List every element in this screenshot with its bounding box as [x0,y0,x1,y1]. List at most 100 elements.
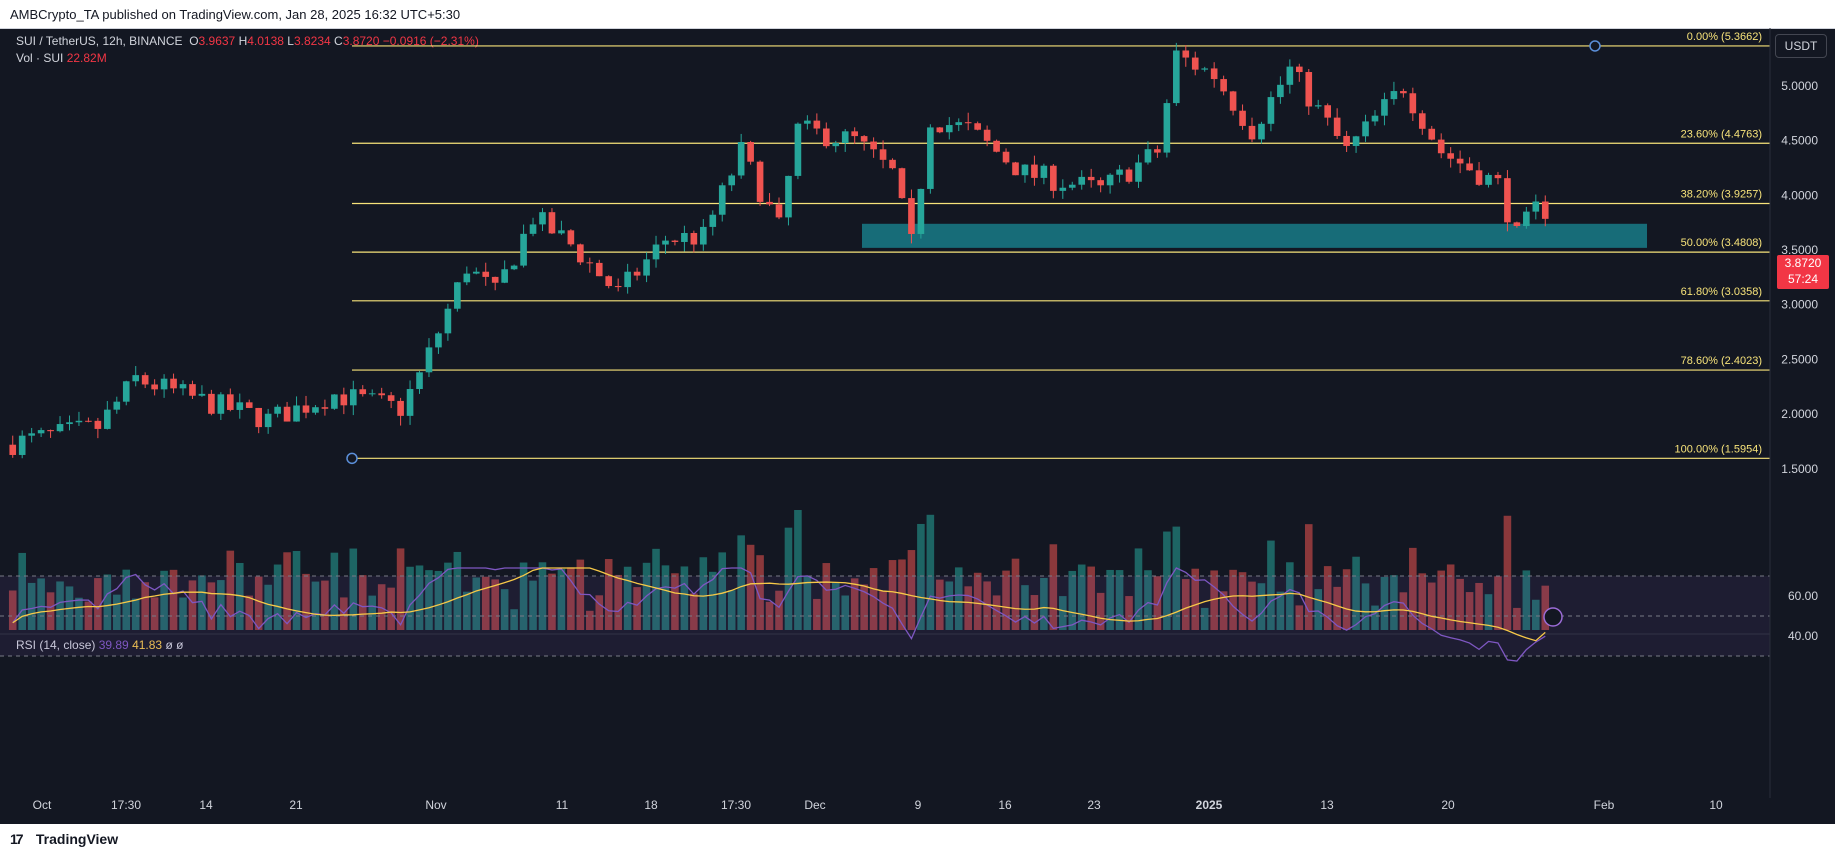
volume-bar [936,579,944,630]
candle-body [1154,149,1161,153]
volume-bar [1276,591,1285,630]
candle-body [208,393,215,414]
candle-body [1182,50,1190,58]
symbol-name[interactable]: SUI / TetherUS, 12h, BINANCE [16,34,183,48]
candle-body [775,204,783,218]
volume-bar [1182,579,1190,630]
volume-bar [727,590,736,630]
candle-body [482,271,490,277]
candle-body [1135,162,1142,182]
volume-bar [207,582,216,630]
candle-body [993,140,1000,152]
volume-bar [775,590,783,630]
volume-bar [387,587,395,630]
publisher-bar: AMBCrypto_TA published on TradingView.co… [0,0,1835,29]
candle-body [312,407,319,413]
candle-body [444,308,452,334]
volume-bar [1115,570,1124,630]
candle-body [1220,79,1227,92]
volume-bar [784,527,793,630]
volume-bar [150,597,159,630]
volume-bar [633,587,641,630]
candle-body [1106,174,1114,186]
fib-anchor-handle [346,452,358,465]
volume-bar [604,559,613,630]
volume-bar [567,567,575,630]
tradingview-logo[interactable]: 17 TradingView [10,831,118,847]
candle-body [179,384,187,389]
candle-body [170,378,177,389]
candle-body [1333,117,1341,136]
volume-bar [179,597,187,630]
volume-bar [160,570,168,630]
volume-bar [75,597,83,630]
time-tick-label: 17:30 [721,798,751,812]
candle-body [245,402,253,408]
candle-body [936,127,944,133]
volume-bar [444,562,452,630]
candle-body [983,129,991,141]
currency-button[interactable]: USDT [1775,34,1827,58]
volume-bar [188,580,197,630]
volume-bar [671,573,679,630]
candle-body [700,226,707,245]
time-tick-label: 13 [1320,798,1334,812]
bar-countdown: 57:24 [1787,272,1819,286]
time-tick-label: 11 [556,798,569,812]
volume-bar [822,563,831,630]
candle-body [1371,115,1379,122]
candle-body [1277,84,1284,98]
candlestick-chart[interactable]: 0.00% (5.3662) 23.60% (4.4763) 38.20% (3.9… [0,28,1835,824]
candle-body [709,214,717,227]
candle-body [1475,170,1483,185]
candle-body [66,422,73,425]
candle-body [690,232,698,245]
volume-bar [718,552,727,630]
volume-bar [1446,564,1455,630]
volume-bar [1257,583,1266,630]
candle-body [1021,164,1029,176]
volume-bar [1077,564,1086,630]
volume-bar [264,584,272,630]
volume-bar [1267,540,1275,630]
candle-body [9,444,17,455]
candle-body [160,378,168,390]
candle-body [1305,72,1313,107]
candle-body [37,430,45,434]
volume-bar [27,582,36,630]
volume-bar [756,555,764,630]
volume-bar [1106,569,1114,630]
candle-body [1125,169,1133,182]
volume-bar [869,568,878,630]
candle-body [1485,174,1492,185]
volume-bar [519,562,528,630]
candle-body [832,143,840,147]
candle-body [416,372,423,390]
candle-body [1040,165,1048,178]
volume-bar [500,589,509,630]
volume-bar [235,562,244,630]
candle-body [927,127,934,189]
candle-body [813,120,821,129]
volume-bar [1361,583,1370,630]
rsi-label[interactable]: RSI (14, close) [16,638,96,652]
volume-bar [1210,570,1218,630]
candle-body [1541,201,1549,219]
volume-bar [377,584,386,630]
volume-bar [302,573,310,630]
volume-bar [907,550,916,630]
volume-bar [898,559,906,630]
candle-body [501,269,508,283]
price-tick-label: 2.0000 [1781,407,1818,421]
candle-body [1210,68,1218,80]
volume-bar [1049,544,1058,630]
candle-body [595,262,603,277]
volume-bar [396,548,405,630]
support-zone [862,223,1647,248]
candle-body [1523,211,1530,227]
candle-body [255,407,263,428]
low-value: 3.8234 [293,34,331,48]
candle-body [898,168,906,199]
volume-bar [888,560,897,630]
volume-bar [56,581,64,630]
